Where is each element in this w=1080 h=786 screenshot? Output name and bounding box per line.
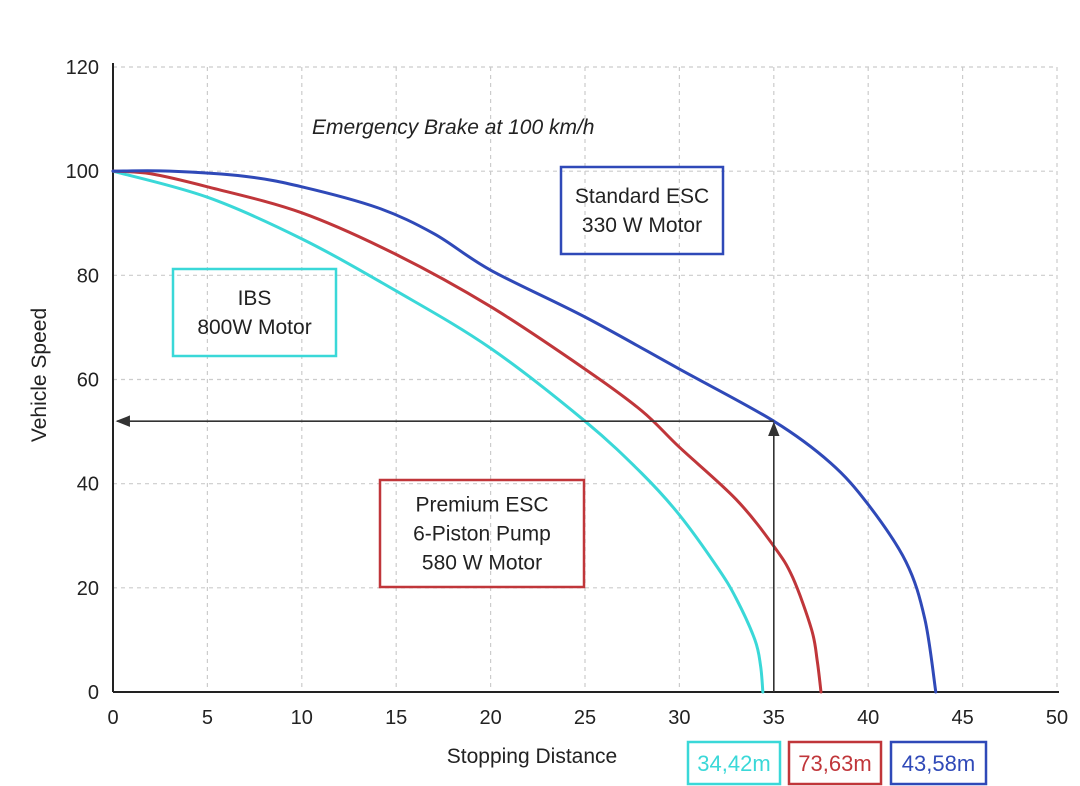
distance-badge-premium: 73,63m xyxy=(787,740,883,786)
x-tick-label: 5 xyxy=(202,707,213,729)
y-axis-label: Vehicle Speed xyxy=(28,308,51,442)
distance-badge-frame xyxy=(686,740,782,786)
legend-box-text: Premium ESC xyxy=(415,494,548,517)
x-tick-label: 40 xyxy=(857,707,879,729)
legend-box-frame xyxy=(378,478,586,589)
legend-boxes: IBS 800W Motor Standard ESC 330 W Motor Prem… xyxy=(171,165,725,589)
distance-badge-label: 43,58m xyxy=(902,751,975,776)
legend-box-text: 330 W Motor xyxy=(582,214,702,237)
y-tick-label: 80 xyxy=(77,265,99,287)
tick-labels: 0 5 10 15 20 25 30 35 40 45 50 0 20 40 60 80 100 120 xyxy=(66,57,1069,729)
y-tick-label: 100 xyxy=(66,161,99,183)
series-line-premium xyxy=(111,169,823,694)
distance-badge-ibs: 34,42m xyxy=(686,740,782,786)
y-tick-label: 20 xyxy=(77,578,99,600)
legend-box-premium: Premium ESC 6-Piston Pump 580 W Motor xyxy=(378,478,586,589)
y-tick-label: 0 xyxy=(88,682,99,704)
legend-box-frame xyxy=(559,165,725,256)
legend-box-frame xyxy=(171,267,338,358)
axes xyxy=(112,63,1059,693)
legend-box-text: IBS xyxy=(238,287,272,310)
x-tick-label: 45 xyxy=(951,707,973,729)
series-line-standard xyxy=(111,169,938,694)
series xyxy=(111,169,938,694)
x-axis-label: Stopping Distance xyxy=(447,745,617,768)
distance-badge-standard: 43,58m xyxy=(889,740,988,786)
legend-box-ibs: IBS 800W Motor xyxy=(171,267,338,358)
grid xyxy=(113,66,1058,692)
annotation xyxy=(115,415,780,692)
x-tick-label: 50 xyxy=(1046,707,1068,729)
distance-badge-label: 34,42m xyxy=(697,751,770,776)
distance-badge-frame xyxy=(787,740,883,786)
x-tick-label: 35 xyxy=(763,707,785,729)
legend-box-text: 6-Piston Pump xyxy=(413,523,551,546)
x-tick-label: 15 xyxy=(385,707,407,729)
x-tick-label: 25 xyxy=(574,707,596,729)
legend-box-text: 800W Motor xyxy=(197,316,311,339)
distance-badge-label: 73,63m xyxy=(798,751,871,776)
y-tick-label: 40 xyxy=(77,474,99,496)
legend-box-standard: Standard ESC 330 W Motor xyxy=(559,165,725,256)
x-tick-label: 20 xyxy=(479,707,501,729)
x-tick-label: 0 xyxy=(107,707,118,729)
y-tick-label: 120 xyxy=(66,57,99,79)
series-line-ibs xyxy=(111,169,765,694)
y-tick-label: 60 xyxy=(77,370,99,392)
legend-box-text: 580 W Motor xyxy=(422,552,542,575)
chart-title: Emergency Brake at 100 km/h xyxy=(312,116,594,139)
x-tick-label: 30 xyxy=(668,707,690,729)
legend-box-text: Standard ESC xyxy=(575,185,709,208)
distance-badge-frame xyxy=(889,740,988,786)
distance-badges: 34,42m 73,63m 43,58m xyxy=(686,740,988,786)
x-tick-label: 10 xyxy=(291,707,313,729)
